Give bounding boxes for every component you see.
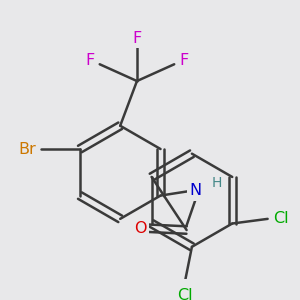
Text: F: F [132,31,142,46]
Text: N: N [190,183,202,198]
Text: Br: Br [18,142,36,157]
Text: F: F [179,53,188,68]
Text: O: O [134,221,146,236]
Text: F: F [86,53,95,68]
Text: Cl: Cl [177,288,192,300]
Text: H: H [211,176,222,190]
Text: Cl: Cl [273,212,289,226]
